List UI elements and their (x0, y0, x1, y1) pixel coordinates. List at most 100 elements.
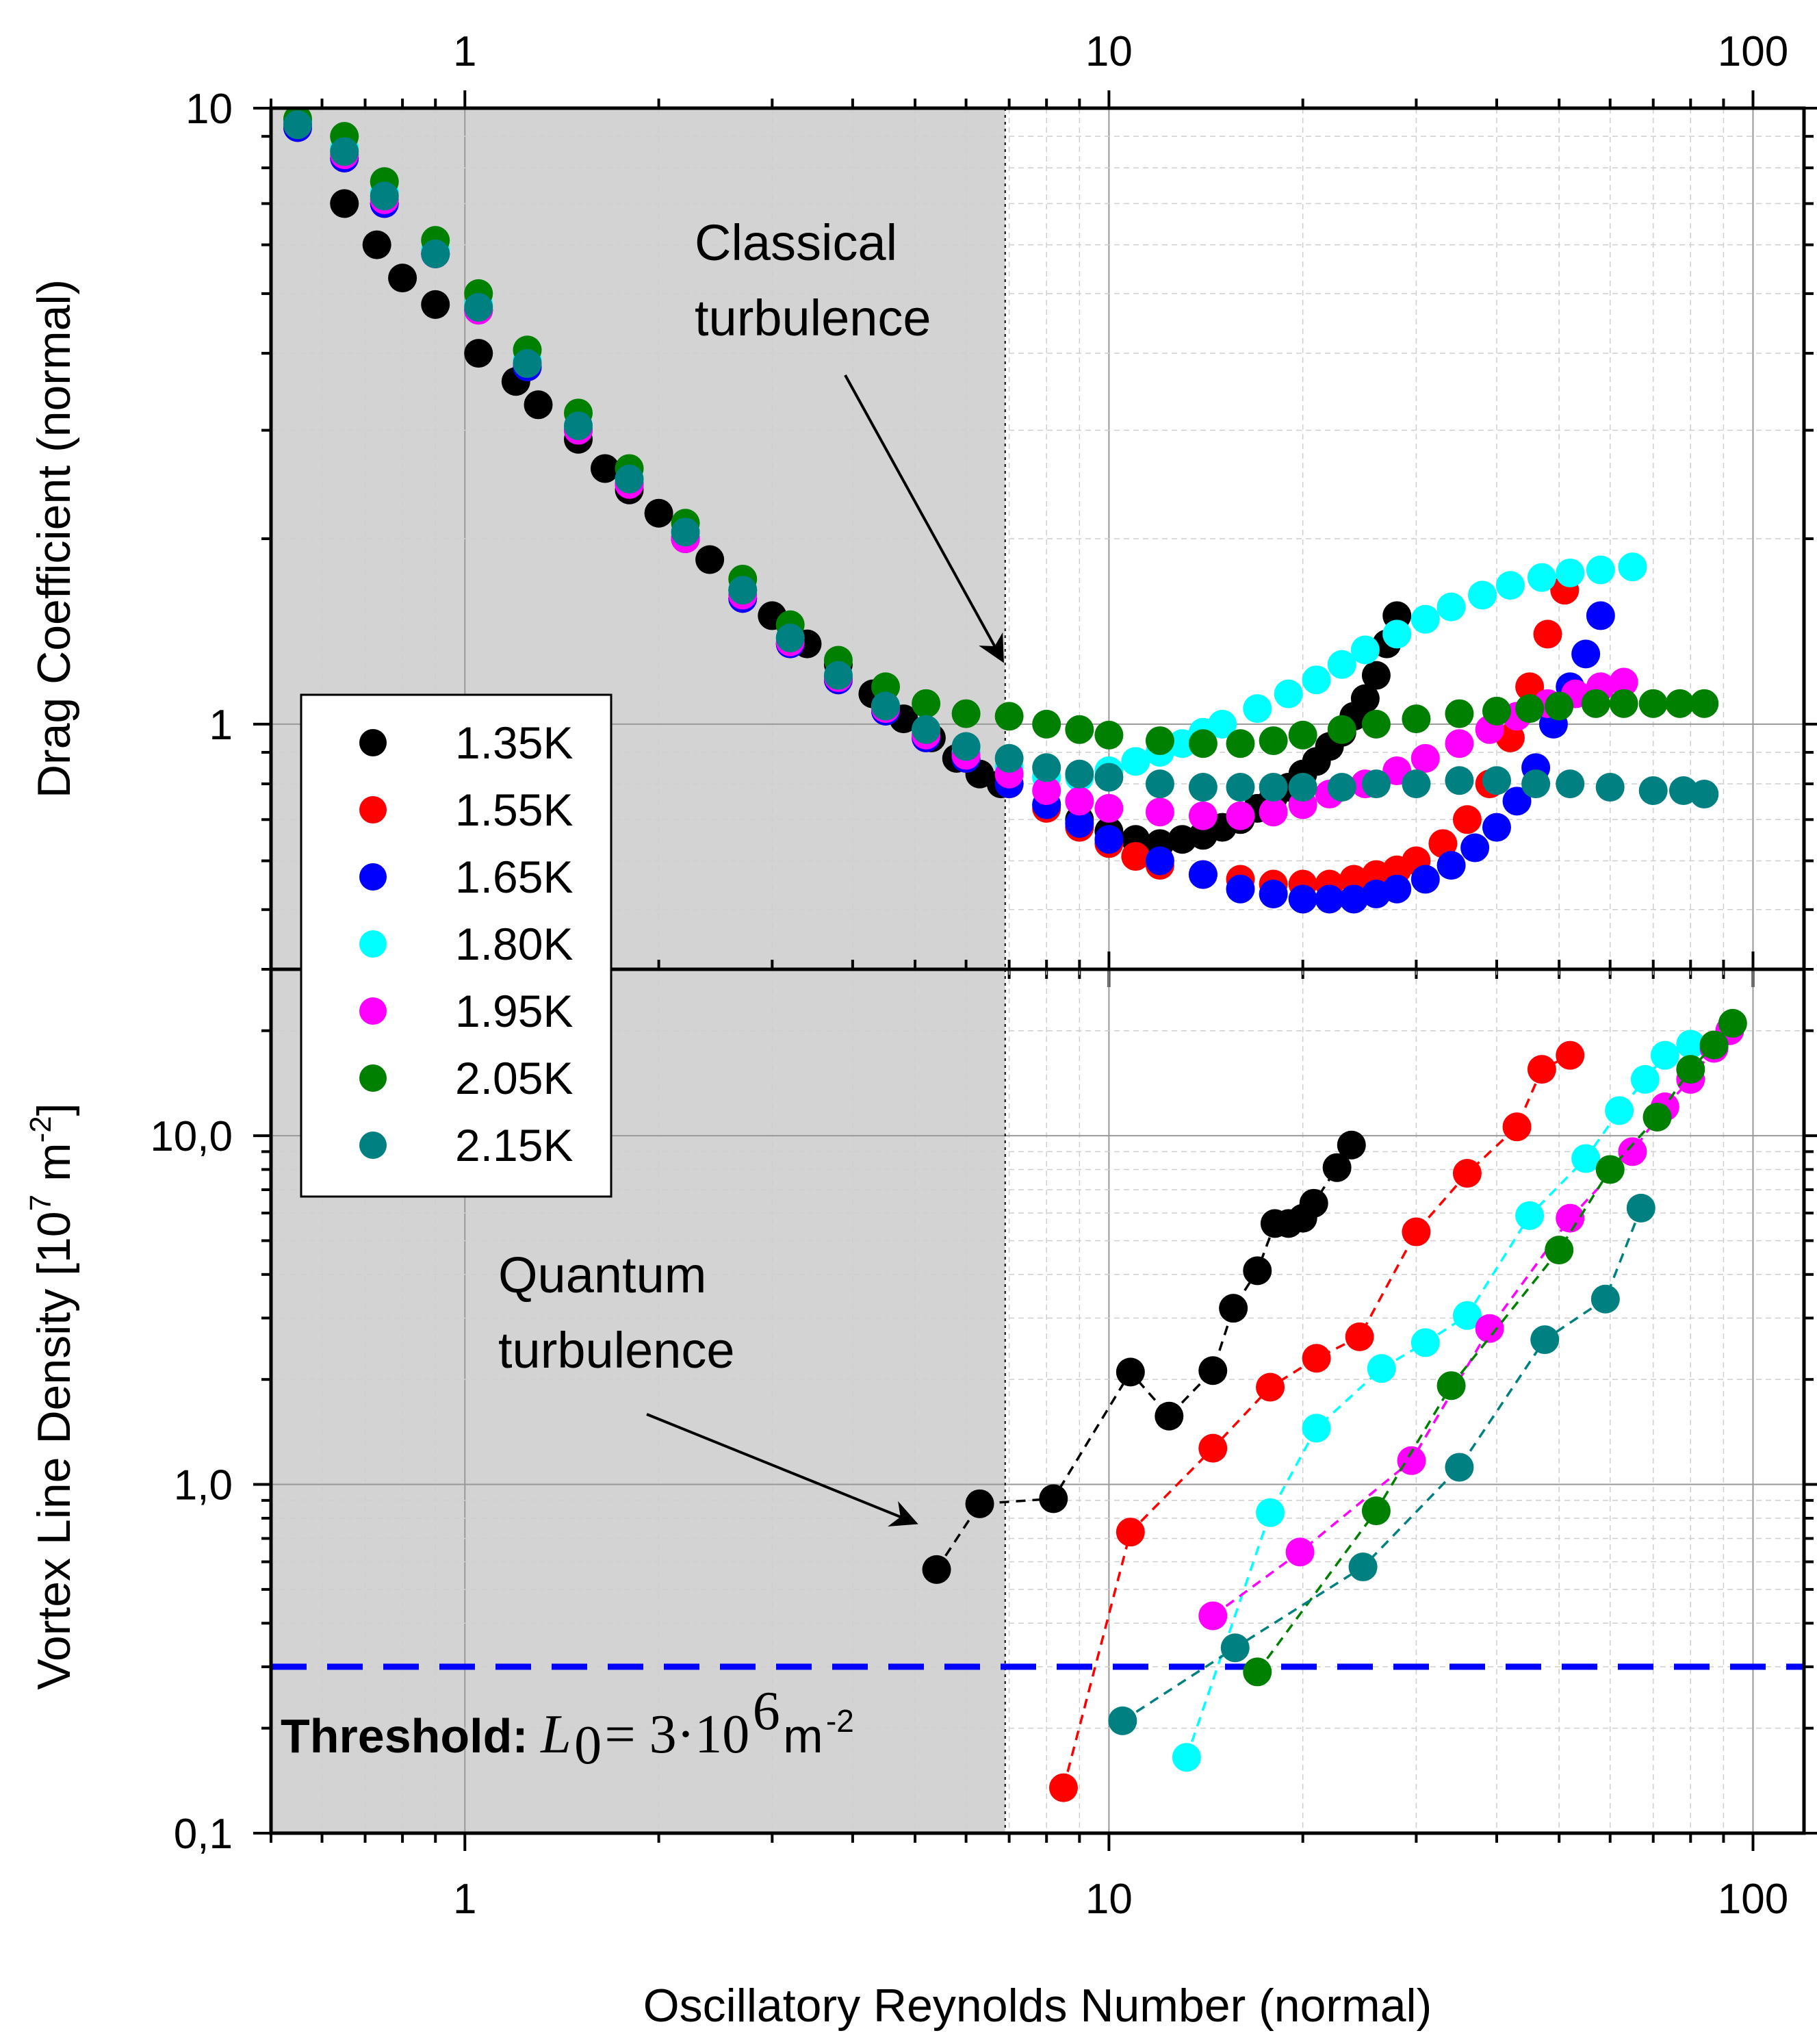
data-point (1452, 1301, 1482, 1330)
data-point (1188, 801, 1217, 830)
data-point (1402, 1217, 1431, 1247)
legend-entry: 2.05K (359, 1053, 573, 1103)
data-point (1288, 773, 1317, 802)
data-point (1285, 1537, 1315, 1567)
top-axis-x-tick-label: 1 (453, 28, 476, 75)
data-point (1226, 874, 1255, 904)
data-point (1436, 851, 1466, 880)
legend-marker (359, 796, 387, 823)
data-point (1445, 729, 1474, 758)
data-point (1581, 689, 1610, 718)
data-point (1590, 1284, 1620, 1314)
data-point (1032, 776, 1061, 805)
threshold-formula-unit: m (783, 1709, 823, 1763)
data-point (1468, 580, 1497, 610)
data-point (283, 110, 312, 140)
data-point (1545, 1236, 1574, 1265)
data-point (1699, 1030, 1729, 1060)
data-point (1327, 650, 1356, 679)
data-point (1226, 773, 1255, 802)
legend-label: 1.80K (455, 919, 573, 969)
top-axis-x-tick-label: 100 (1718, 28, 1788, 75)
data-point (1327, 715, 1356, 744)
threshold-formula-var: L (540, 1704, 571, 1765)
data-point (1475, 1314, 1504, 1343)
data-point (1445, 1453, 1474, 1482)
data-point (965, 1489, 994, 1518)
data-point (1226, 729, 1255, 758)
data-point (1515, 694, 1545, 724)
data-point (1642, 1103, 1672, 1132)
data-point (1452, 805, 1482, 834)
data-point (524, 390, 553, 420)
data-point (1436, 592, 1466, 622)
data-point (1521, 769, 1551, 799)
data-point (615, 464, 644, 494)
data-point (1556, 558, 1585, 587)
data-point (1350, 635, 1380, 665)
data-point (1032, 753, 1061, 782)
data-point (1626, 1193, 1655, 1223)
threshold-label-word: Threshold: (281, 1709, 528, 1763)
top-y-tick-label: 1 (209, 702, 233, 749)
data-point (1545, 691, 1574, 721)
threshold-formula-sub: 0 (574, 1715, 602, 1776)
data-point (1121, 747, 1150, 776)
data-point (1410, 1328, 1440, 1357)
data-point (1482, 813, 1511, 842)
data-point (1527, 563, 1556, 592)
data-point (1145, 769, 1174, 799)
data-point (1243, 1256, 1272, 1286)
top-axis-x-tick-label: 10 (1085, 28, 1133, 75)
data-point (1219, 1294, 1248, 1323)
bottom-x-tick-label: 1 (453, 1876, 476, 1923)
data-point (1361, 709, 1391, 739)
data-point (1586, 555, 1615, 585)
data-point (1630, 1064, 1660, 1094)
data-point (1618, 1137, 1647, 1166)
bottom-y-axis-title-unit: m (28, 1142, 80, 1195)
data-point (1402, 769, 1431, 799)
legend-box (300, 693, 613, 1198)
data-point (1302, 1414, 1331, 1443)
data-point (1638, 776, 1668, 805)
data-point (1322, 1153, 1352, 1182)
data-point (1259, 880, 1288, 909)
quantum-turbulence-arrow (646, 1413, 918, 1527)
bottom-y-axis-title-main: Vortex Line Density [10 (28, 1211, 80, 1689)
data-point (362, 230, 391, 259)
series-line (1122, 1208, 1642, 1722)
data-point (823, 661, 853, 690)
data-point (1302, 665, 1331, 695)
data-point (1556, 769, 1585, 799)
bottom-y-axis-title-unit-exp: -2 (24, 1116, 57, 1142)
legend-label: 2.15K (455, 1120, 573, 1171)
bottom-panel-annotation-line1: Quantum (498, 1247, 706, 1303)
legend-marker (359, 997, 387, 1025)
data-point (1198, 1601, 1228, 1631)
top-panel-annotation-line1: Classical (695, 214, 897, 271)
data-point (370, 181, 399, 211)
data-point (1718, 1008, 1747, 1038)
data-point (1638, 689, 1668, 718)
data-point (1094, 793, 1124, 823)
data-point (1108, 1706, 1137, 1735)
legend-entries: 1.35K 1.55K 1.65K 1.80K 1.95K 2.05K 2.15K (359, 717, 573, 1171)
data-point (1048, 1773, 1078, 1802)
data-point (1288, 884, 1317, 914)
data-point (1428, 829, 1458, 858)
data-point (994, 743, 1024, 773)
legend-marker (359, 930, 387, 958)
data-point (994, 702, 1024, 731)
data-point (388, 264, 417, 293)
data-point (1361, 769, 1391, 799)
data-point (912, 715, 941, 744)
data-point (1402, 704, 1431, 734)
data-point (1337, 1130, 1366, 1160)
bottom-x-tick-label: 100 (1718, 1876, 1788, 1923)
data-point (1410, 604, 1440, 634)
bottom-panel: 1 10 100 0,1 1,0 10,0 Quantum turbulence Thre… (24, 951, 1817, 2032)
data-point (1690, 689, 1719, 718)
data-point (1188, 860, 1217, 889)
top-panel-tick-labels: 1 10 100 1 10 (185, 28, 1788, 749)
